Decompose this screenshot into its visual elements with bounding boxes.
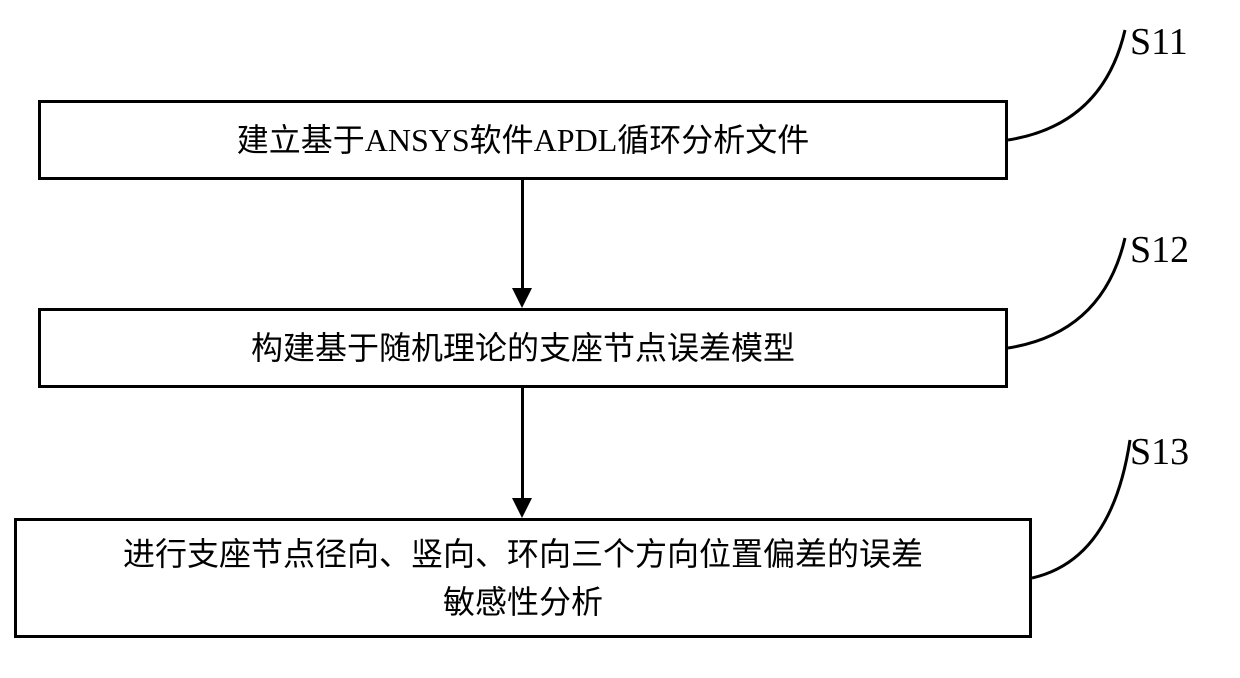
arrow-line-2 xyxy=(521,388,524,498)
flow-node-2-text: 构建基于随机理论的支座节点误差模型 xyxy=(251,324,795,372)
flow-node-2: 构建基于随机理论的支座节点误差模型 xyxy=(38,308,1008,388)
flow-node-1: 建立基于ANSYS软件APDL循环分析文件 xyxy=(38,100,1008,180)
connector-curve-1 xyxy=(1008,20,1138,150)
step-label-3: S13 xyxy=(1130,430,1189,474)
flow-node-1-text: 建立基于ANSYS软件APDL循环分析文件 xyxy=(237,116,810,164)
arrow-head-2 xyxy=(512,498,532,518)
connector-curve-2 xyxy=(1008,228,1138,358)
step-label-2: S12 xyxy=(1130,228,1189,272)
arrow-head-1 xyxy=(512,288,532,308)
step-label-1: S11 xyxy=(1130,20,1188,64)
flowchart-container: 建立基于ANSYS软件APDL循环分析文件 S11 构建基于随机理论的支座节点误… xyxy=(0,0,1240,678)
arrow-line-1 xyxy=(521,180,524,288)
connector-curve-3 xyxy=(1032,430,1142,590)
flow-node-3-text: 进行支座节点径向、竖向、环向三个方向位置偏差的误差 敏感性分析 xyxy=(123,530,923,626)
flow-node-3: 进行支座节点径向、竖向、环向三个方向位置偏差的误差 敏感性分析 xyxy=(14,518,1032,638)
